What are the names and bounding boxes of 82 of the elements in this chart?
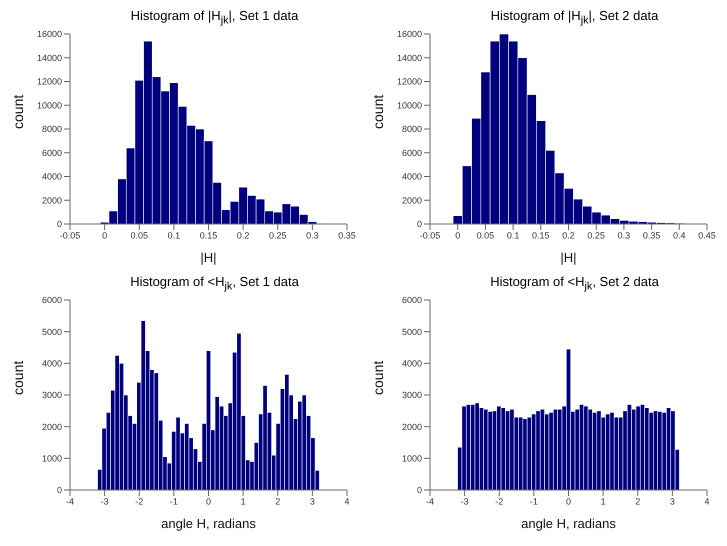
x-tick-label: -0.05 xyxy=(420,230,440,240)
y-tick-label: 2000 xyxy=(42,195,62,206)
y-tick-label: 14000 xyxy=(396,52,422,63)
x-tick-label: -2 xyxy=(135,496,144,506)
x-tick-label: 0.15 xyxy=(532,230,550,240)
y-axis-title: count xyxy=(10,94,26,129)
y-tick-label: 0 xyxy=(416,485,422,496)
x-tick-label: -3 xyxy=(100,496,109,506)
x-axis-title: |H| xyxy=(560,250,577,265)
y-axis-title: count xyxy=(370,360,386,395)
y-tick-label: 6000 xyxy=(42,148,62,158)
y-tick-label: 0 xyxy=(416,219,422,230)
x-tick-label: -2 xyxy=(495,496,504,506)
y-tick-label: 5000 xyxy=(402,326,422,337)
x-tick-label: 4 xyxy=(704,496,710,506)
x-tick-label: -4 xyxy=(66,496,74,506)
x-tick-label: -1 xyxy=(530,496,538,506)
y-tick-label: 3000 xyxy=(42,390,62,400)
x-tick-label: -0.05 xyxy=(60,230,80,240)
x-tick-label: 0.3 xyxy=(306,230,319,240)
y-tick-label: 2000 xyxy=(42,422,62,432)
x-tick-label: 0.45 xyxy=(698,230,716,240)
x-tick-label: 3 xyxy=(670,496,675,506)
x-tick-label: -1 xyxy=(170,496,178,506)
x-tick-label: 0.2 xyxy=(562,230,575,240)
x-tick-label: 0.25 xyxy=(268,230,287,240)
x-tick-label: 0.35 xyxy=(642,230,660,240)
y-tick-label: 10000 xyxy=(396,100,422,110)
y-tick-label: 6000 xyxy=(402,295,422,306)
y-tick-label: 4000 xyxy=(402,358,422,369)
y-tick-label: 1000 xyxy=(42,454,62,464)
y-tick-label: 0 xyxy=(56,219,62,230)
x-tick-label: 0.05 xyxy=(476,230,494,240)
y-tick-label: 14000 xyxy=(36,52,62,63)
y-axis-title: count xyxy=(370,94,386,129)
y-tick-label: 0 xyxy=(56,485,62,496)
x-tick-label: 0.3 xyxy=(618,230,630,240)
x-tick-label: 1 xyxy=(600,496,606,506)
x-axis-title: |H| xyxy=(200,250,217,265)
chart-title: Histogram of <H$_{jk}$, Set 1 data xyxy=(129,274,300,294)
x-tick-label: 0 xyxy=(102,230,108,240)
x-tick-label: 0.15 xyxy=(200,230,218,240)
y-tick-label: 8000 xyxy=(402,124,422,134)
x-tick-label: 0 xyxy=(206,496,212,506)
y-tick-label: 1000 xyxy=(402,454,422,464)
x-tick-label: 0 xyxy=(455,230,460,240)
x-tick-label: 3 xyxy=(310,496,315,506)
x-tick-label: 0.1 xyxy=(506,230,520,240)
x-tick-label: 2 xyxy=(635,496,640,506)
y-tick-label: 4000 xyxy=(42,172,62,182)
y-tick-label: 16000 xyxy=(396,29,422,40)
y-tick-label: 12000 xyxy=(36,76,62,87)
x-tick-label: 2 xyxy=(275,496,280,506)
chart-title: Histogram of <H$_{jk}$, Set 2 data xyxy=(489,274,660,294)
x-tick-label: 0 xyxy=(566,496,572,506)
y-tick-label: 4000 xyxy=(402,172,422,182)
y-tick-label: 5000 xyxy=(42,326,62,337)
x-tick-label: 0.35 xyxy=(338,230,356,240)
x-tick-label: 1 xyxy=(240,496,246,506)
x-axis-title: angle H, radians xyxy=(521,516,616,531)
x-tick-label: -4 xyxy=(426,496,434,506)
y-tick-label: 4000 xyxy=(42,358,62,369)
x-tick-label: 0.05 xyxy=(130,230,148,240)
chart-title: Histogram of |H$_{jk}$|, Set 1 data xyxy=(130,8,300,28)
x-tick-label: 4 xyxy=(344,496,350,506)
x-axis-title: angle H, radians xyxy=(161,516,256,531)
y-tick-label: 2000 xyxy=(402,195,422,206)
x-tick-label: 0.2 xyxy=(236,230,250,240)
y-tick-label: 2000 xyxy=(402,422,422,432)
x-tick-label: 0.25 xyxy=(587,230,605,240)
y-tick-label: 3000 xyxy=(402,390,422,400)
y-tick-label: 12000 xyxy=(396,76,422,87)
y-tick-label: 16000 xyxy=(36,29,62,40)
x-tick-label: 0.4 xyxy=(673,230,686,240)
y-axis-title: count xyxy=(10,360,26,395)
y-tick-label: 10000 xyxy=(36,100,62,110)
chart-title: Histogram of |H$_{jk}$|, Set 2 data xyxy=(490,8,660,28)
y-tick-label: 6000 xyxy=(402,148,422,158)
y-tick-label: 6000 xyxy=(42,295,62,306)
x-tick-label: 0.1 xyxy=(168,230,180,240)
y-tick-label: 8000 xyxy=(42,124,62,134)
x-tick-label: -3 xyxy=(460,496,469,506)
